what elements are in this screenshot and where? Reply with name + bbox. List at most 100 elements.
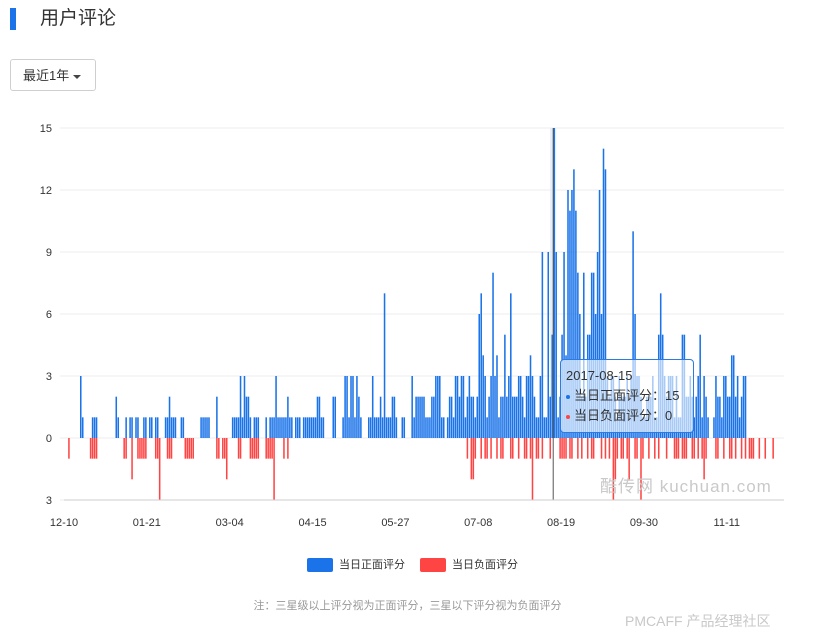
positive-bar — [332, 396, 335, 438]
legend-label-negative: 当日负面评分 — [452, 559, 519, 571]
positive-bar — [466, 396, 469, 438]
positive-bar — [93, 417, 96, 438]
negative-bar — [614, 438, 617, 480]
positive-bar — [342, 417, 344, 438]
positive-bar — [494, 376, 496, 438]
negative-bar — [748, 438, 751, 459]
negative-bar — [744, 438, 747, 459]
negative-bar — [685, 438, 688, 459]
positive-bar — [273, 417, 275, 438]
negative-bar — [283, 438, 285, 459]
positive-bar — [257, 417, 260, 438]
positive-bar — [271, 417, 273, 438]
positive-bar — [433, 396, 435, 438]
negative-bar — [218, 438, 220, 459]
positive-bar — [346, 376, 348, 438]
positive-bar — [151, 417, 153, 438]
negative-bar — [626, 438, 628, 459]
positive-bar — [484, 376, 486, 438]
positive-bar — [310, 417, 313, 438]
negative-bar — [723, 438, 725, 459]
negative-bar — [168, 438, 171, 459]
negative-bar — [628, 438, 630, 480]
negative-bar — [569, 438, 571, 459]
positive-bar — [166, 417, 169, 438]
positive-bar — [373, 417, 376, 438]
positive-bar — [705, 396, 707, 438]
negative-bar — [577, 438, 579, 459]
positive-bar — [500, 396, 502, 438]
positive-bar — [498, 417, 500, 438]
negative-bar — [474, 438, 477, 459]
negative-bar — [68, 438, 70, 459]
positive-bar — [287, 396, 289, 438]
positive-bar — [371, 376, 374, 438]
positive-bar — [474, 417, 477, 438]
y-tick-label: 3 — [46, 371, 52, 383]
x-tick-label: 04-15 — [298, 517, 326, 529]
negative-bar — [123, 438, 125, 459]
negative-bar — [730, 438, 733, 459]
positive-bar — [575, 210, 577, 438]
negative-bar — [251, 438, 254, 459]
page-title: 用户评论 — [40, 8, 117, 29]
y-tick-label: 12 — [40, 185, 52, 197]
negative-bar — [237, 438, 240, 459]
positive-bar — [592, 272, 595, 438]
positive-bar — [730, 355, 733, 438]
x-tick-label: 07-08 — [464, 517, 492, 529]
positive-bar — [352, 376, 354, 438]
positive-bar — [389, 417, 392, 438]
positive-bar — [721, 417, 723, 438]
positive-bar — [553, 128, 555, 438]
positive-bar — [298, 417, 301, 438]
negative-bar — [139, 438, 141, 459]
negative-bar — [571, 438, 573, 459]
positive-bar — [425, 417, 427, 438]
negative-bar — [559, 438, 561, 459]
positive-bar — [598, 190, 601, 438]
positive-bar — [95, 417, 98, 438]
positive-bar — [535, 417, 538, 438]
positive-bar — [435, 376, 437, 438]
tooltip-positive-text: 当日正面评分：15 — [574, 388, 680, 403]
negative-bar — [512, 438, 514, 459]
legend-item-negative[interactable]: 当日负面评分 — [420, 556, 519, 573]
positive-bar — [117, 417, 120, 438]
negative-bar — [267, 438, 269, 459]
positive-bar — [247, 396, 250, 438]
positive-bar — [701, 417, 703, 438]
positive-bar — [717, 396, 719, 438]
positive-bar — [492, 272, 494, 438]
positive-bar — [277, 417, 279, 438]
range-dropdown-label: 最近1年 — [23, 68, 70, 83]
positive-bar — [137, 417, 139, 438]
negative-bar — [734, 438, 737, 459]
positive-bar — [462, 376, 465, 438]
positive-bar — [348, 417, 350, 438]
positive-bar — [318, 396, 321, 438]
positive-bar — [541, 252, 544, 438]
positive-bar — [715, 376, 717, 438]
negative-bar — [249, 438, 252, 459]
range-dropdown[interactable]: 最近1年 — [10, 59, 96, 91]
positive-bar — [728, 396, 731, 438]
negative-bar — [665, 438, 668, 459]
positive-bar — [478, 314, 480, 438]
negative-bar — [608, 438, 611, 459]
positive-bar — [490, 376, 492, 438]
positive-bar — [421, 396, 423, 438]
positive-bar — [502, 396, 504, 438]
negative-bar — [184, 438, 187, 459]
positive-bar — [452, 417, 455, 438]
positive-bar — [401, 417, 404, 438]
legend-item-positive[interactable]: 当日正面评分 — [306, 556, 405, 573]
negative-bar — [717, 438, 719, 459]
positive-bar — [379, 396, 382, 438]
negative-bar — [91, 438, 94, 459]
positive-bar — [555, 252, 557, 438]
legend-swatch-negative — [420, 558, 447, 573]
positive-bar — [577, 272, 579, 438]
positive-bar — [513, 396, 516, 438]
positive-bar — [573, 169, 575, 438]
